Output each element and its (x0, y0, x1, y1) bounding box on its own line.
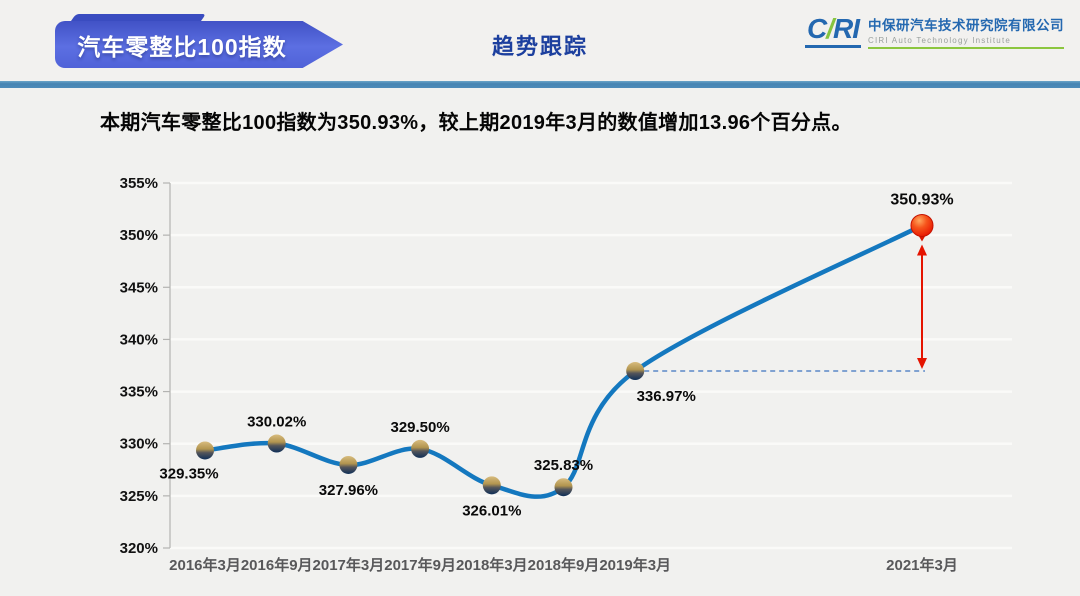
svg-text:330%: 330% (120, 436, 158, 453)
svg-text:336.97%: 336.97% (637, 388, 696, 405)
ciri-logo: C/RI 中保研汽车技术研究院有限公司 CIRI Auto Technology… (804, 13, 1064, 49)
green-slash-icon: / (826, 13, 834, 44)
company-name-cn: 中保研汽车技术研究院有限公司 (868, 18, 1064, 33)
svg-text:340%: 340% (120, 331, 158, 348)
svg-text:329.50%: 329.50% (390, 419, 449, 436)
svg-text:2016年9月: 2016年9月 (241, 556, 313, 574)
header-divider (0, 81, 1080, 88)
svg-text:2017年9月: 2017年9月 (384, 556, 456, 574)
logo-wordmark: C/RI (804, 13, 861, 48)
svg-text:330.02%: 330.02% (247, 414, 306, 431)
svg-text:2018年9月: 2018年9月 (528, 556, 600, 574)
svg-text:320%: 320% (120, 540, 158, 557)
svg-text:327.96%: 327.96% (319, 482, 378, 499)
svg-text:350.93%: 350.93% (890, 191, 953, 208)
svg-text:2019年3月: 2019年3月 (599, 556, 671, 574)
svg-text:350%: 350% (120, 227, 158, 244)
svg-text:2016年3月: 2016年3月 (169, 556, 241, 574)
svg-text:2017年3月: 2017年3月 (313, 556, 385, 574)
trend-line-chart-svg: 320%325%330%335%340%345%350%355%2016年3月 2… (120, 175, 1012, 574)
svg-text:2018年3月: 2018年3月 (456, 556, 528, 574)
svg-text:355%: 355% (120, 175, 158, 192)
badge-arrow-shape: 汽车零整比100指数 (55, 21, 343, 68)
logo-letters-ri: RI (833, 13, 860, 44)
svg-text:329.35%: 329.35% (159, 465, 218, 482)
svg-text:326.01%: 326.01% (462, 502, 521, 519)
header: 汽车零整比100指数 趋势跟踪 C/RI 中保研汽车技术研究院有限公司 CIRI… (0, 0, 1080, 81)
company-name-en: CIRI Auto Technology Institute (868, 36, 1012, 45)
badge-label: 汽车零整比100指数 (77, 33, 287, 60)
section-title: 趋势跟踪 (491, 34, 588, 59)
trend-line-chart: 320% 325% 330% 335% 340% 345% 350% 355% 2016年3月 2… (0, 160, 1080, 596)
svg-text:345%: 345% (120, 279, 158, 296)
svg-text:325%: 325% (120, 488, 158, 505)
svg-text:325.83%: 325.83% (534, 457, 593, 474)
svg-text:2021年3月: 2021年3月 (886, 556, 958, 574)
logo-company-names: 中保研汽车技术研究院有限公司 CIRI Auto Technology Inst… (868, 14, 1064, 49)
logo-letter-c: C (806, 13, 827, 44)
summary-text: 本期汽车零整比100指数为350.93%，较上期2019年3月的数值增加13.9… (100, 112, 852, 134)
index-badge: 汽车零整比100指数 (55, 14, 343, 68)
svg-text:335%: 335% (120, 384, 158, 401)
